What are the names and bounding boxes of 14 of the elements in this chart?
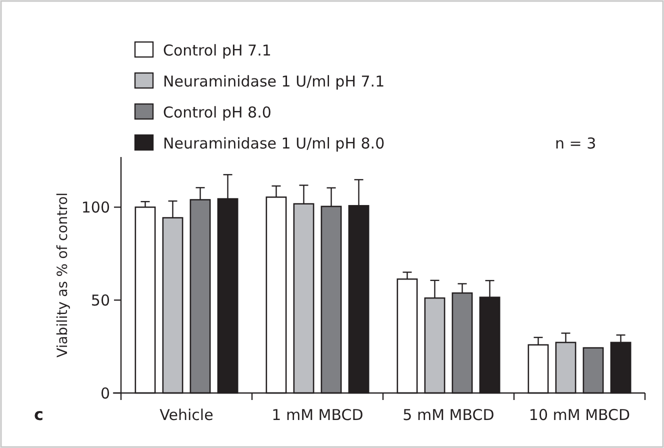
legend-label: Neuraminidase 1 U/ml pH 8.0 [163, 134, 385, 152]
x-tick-label: 1 mM MBCD [272, 406, 364, 424]
x-tick-label: Vehicle [160, 406, 214, 424]
y-axis-title: Viability as % of control [55, 192, 71, 358]
legend-label: Control pH 8.0 [163, 103, 272, 122]
y-tick-label: 0 [100, 384, 110, 402]
y-tick-label: 50 [90, 291, 110, 310]
legend-label: Neuraminidase 1 U/ml pH 7.1 [163, 72, 385, 90]
legend-label: Control pH 7.1 [163, 41, 272, 60]
x-tick-label: 10 mM MBCD [528, 406, 630, 424]
text: c [34, 405, 44, 424]
y-tick-label: 100 [81, 198, 110, 216]
x-tick-label: 5 mM MBCD [402, 406, 494, 424]
text: n = 3 [555, 134, 596, 152]
